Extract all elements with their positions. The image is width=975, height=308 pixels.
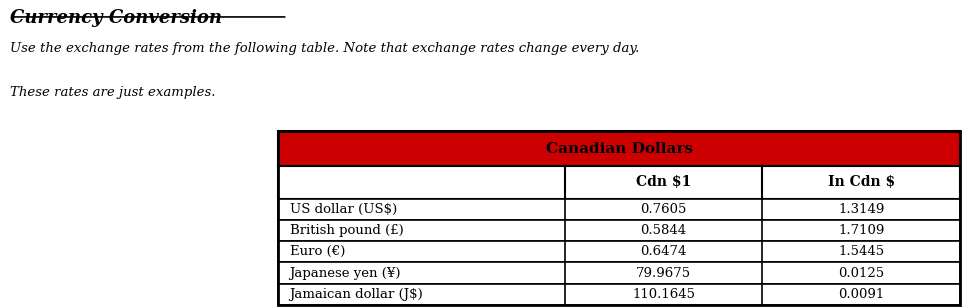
Text: Canadian Dollars: Canadian Dollars bbox=[546, 142, 692, 156]
Text: 1.5445: 1.5445 bbox=[838, 245, 884, 258]
Bar bbox=[278, 262, 960, 284]
Bar bbox=[278, 199, 960, 220]
Text: Euro (€): Euro (€) bbox=[290, 245, 345, 258]
Text: These rates are just examples.: These rates are just examples. bbox=[10, 86, 215, 99]
Text: 0.5844: 0.5844 bbox=[641, 224, 686, 237]
Text: 0.6474: 0.6474 bbox=[641, 245, 686, 258]
Text: Cdn $1: Cdn $1 bbox=[636, 176, 691, 189]
Text: 110.1645: 110.1645 bbox=[632, 288, 695, 301]
Text: Japanese yen (¥): Japanese yen (¥) bbox=[290, 266, 401, 280]
Text: 1.7109: 1.7109 bbox=[838, 224, 884, 237]
Text: Use the exchange rates from the following table. Note that exchange rates change: Use the exchange rates from the followin… bbox=[10, 42, 640, 55]
Bar bbox=[278, 220, 960, 241]
Bar bbox=[278, 284, 960, 305]
Text: 0.0125: 0.0125 bbox=[838, 266, 884, 280]
Text: 79.9675: 79.9675 bbox=[636, 266, 691, 280]
Text: 0.7605: 0.7605 bbox=[641, 203, 686, 216]
Text: British pound (£): British pound (£) bbox=[290, 224, 404, 237]
Text: 1.3149: 1.3149 bbox=[838, 203, 884, 216]
Text: 0.0091: 0.0091 bbox=[838, 288, 884, 301]
Text: In Cdn $: In Cdn $ bbox=[828, 176, 895, 189]
Bar bbox=[278, 241, 960, 262]
Text: US dollar (US$): US dollar (US$) bbox=[290, 203, 397, 216]
Text: Jamaican dollar (J$): Jamaican dollar (J$) bbox=[290, 288, 423, 301]
Text: Currency Conversion: Currency Conversion bbox=[10, 9, 221, 27]
